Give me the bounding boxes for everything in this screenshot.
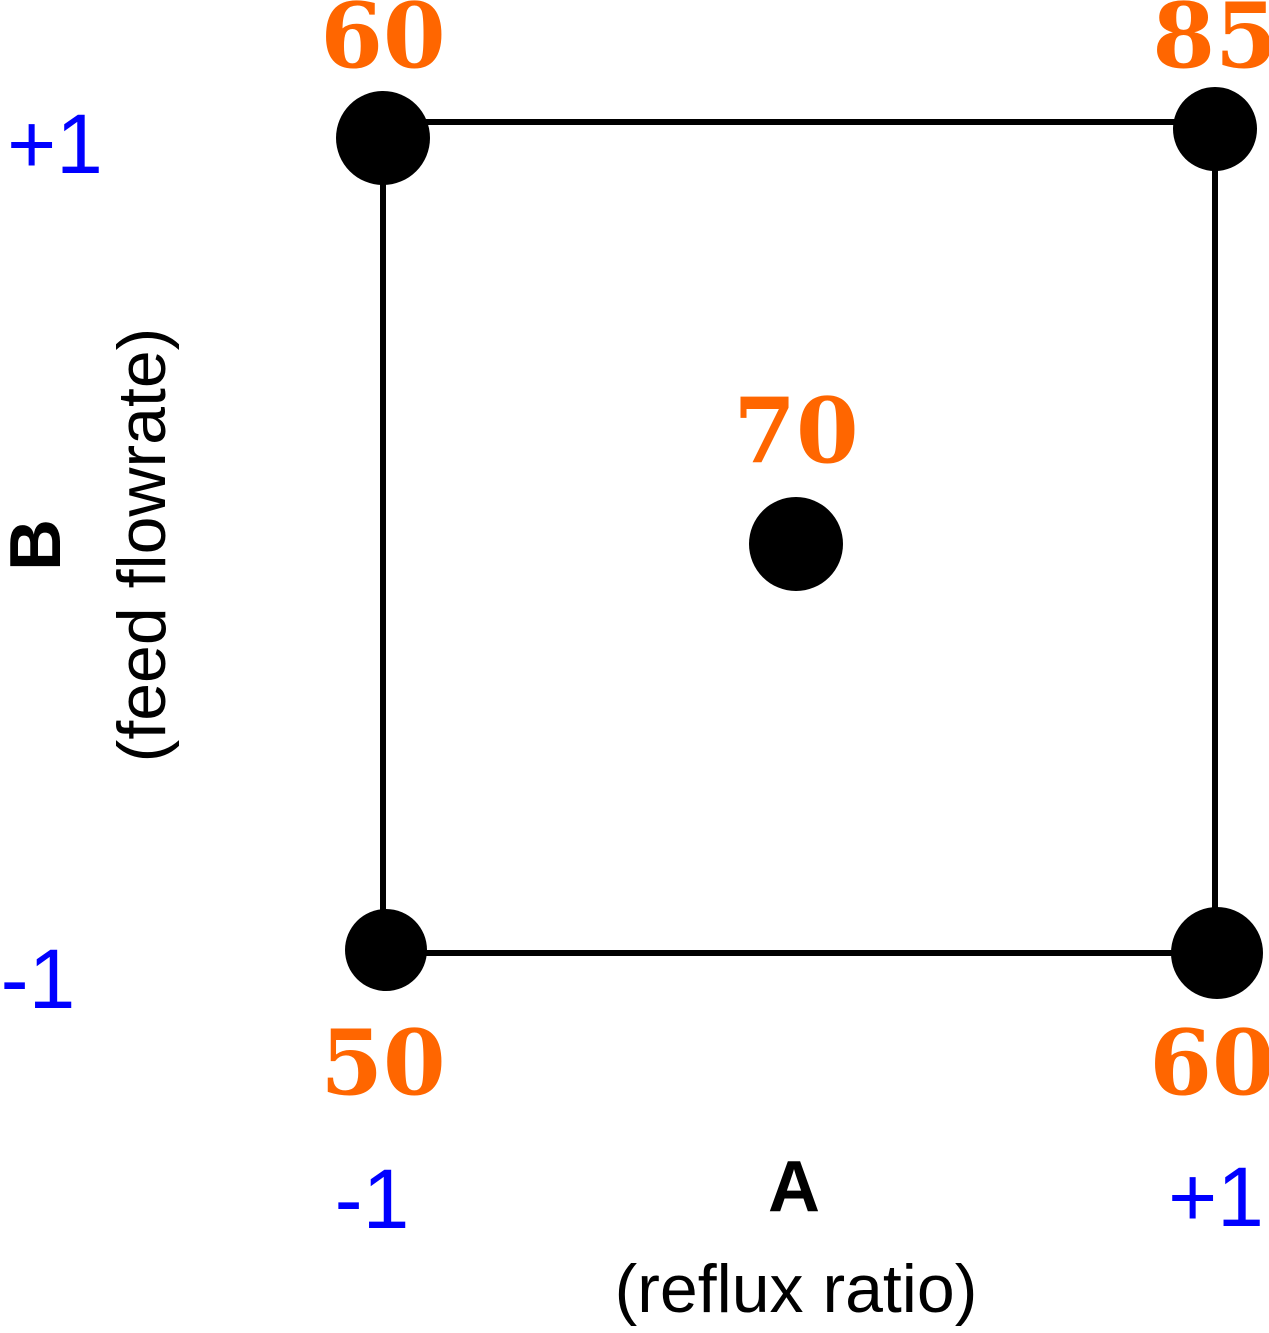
design-point-center — [749, 497, 843, 591]
design-point-low-a-low-b — [345, 909, 427, 991]
response-label-center: 70 — [733, 378, 858, 484]
factor-b-low-level: -1 — [1, 932, 76, 1026]
design-point-high-a-low-b — [1171, 907, 1263, 999]
factor-b-title: B (feed flowrate) — [0, 328, 180, 763]
factor-b-name: B — [0, 519, 76, 571]
factor-b-description: (feed flowrate) — [104, 328, 180, 763]
response-label-high-a-low-b: 60 — [1149, 1010, 1269, 1116]
factor-a-title: A (reflux ratio) — [615, 1147, 978, 1327]
response-label-low-a-high-b: 60 — [320, 0, 445, 89]
factor-a-description: (reflux ratio) — [615, 1251, 978, 1327]
design-square — [380, 119, 1218, 956]
factor-b-levels: +1 -1 — [1, 97, 103, 1026]
response-label-high-a-high-b: 85 — [1152, 0, 1269, 89]
factor-a-levels: -1 +1 — [335, 1150, 1264, 1246]
design-point-high-a-high-b — [1173, 87, 1257, 171]
response-labels: 60 85 50 60 70 — [320, 0, 1269, 1116]
design-points — [336, 87, 1263, 999]
design-point-low-a-high-b — [336, 91, 430, 185]
factor-b-high-level: +1 — [7, 97, 103, 191]
factor-a-low-level: -1 — [335, 1152, 410, 1246]
factor-a-name: A — [768, 1147, 820, 1227]
response-label-low-a-low-b: 50 — [320, 1010, 445, 1116]
factor-a-high-level: +1 — [1168, 1150, 1264, 1244]
